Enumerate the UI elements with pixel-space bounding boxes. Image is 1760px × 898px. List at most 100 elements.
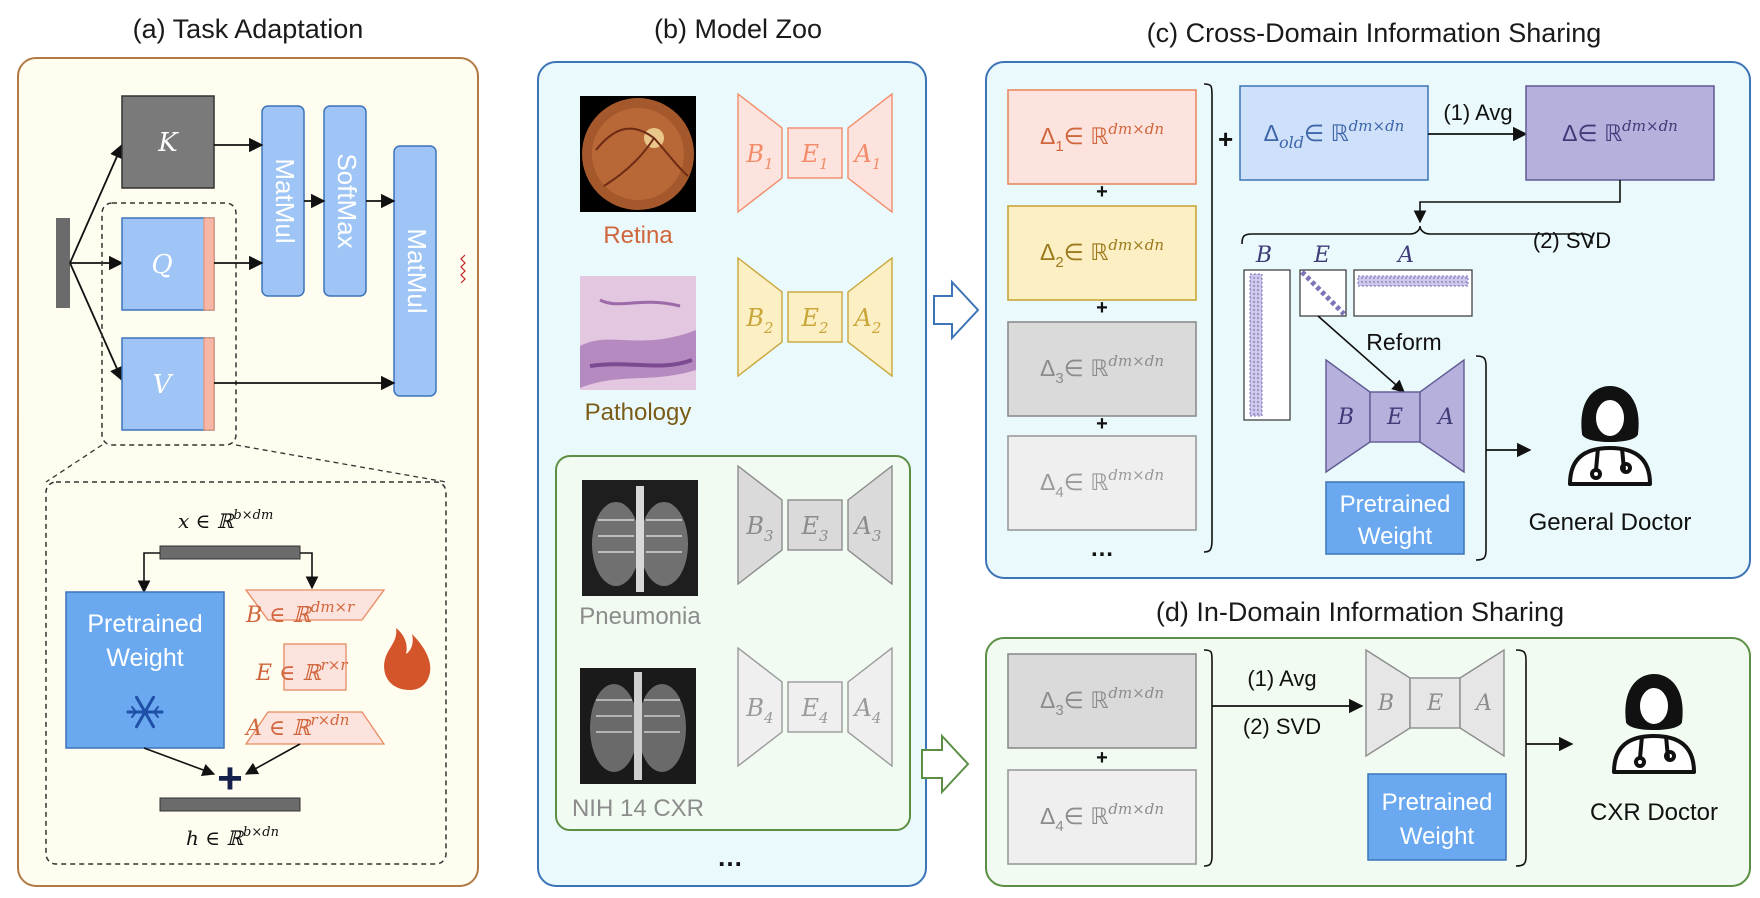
adapter-e-shape bbox=[283, 643, 347, 691]
delta-avg-label: Δ∈ ℝdm×dn bbox=[1562, 117, 1678, 146]
in-pretrained-line-2: Weight bbox=[1400, 823, 1475, 850]
reformed-a-label: A bbox=[1436, 405, 1454, 430]
zoo-a-shape-2 bbox=[847, 256, 893, 378]
zoo-a-label-4: A4 bbox=[853, 694, 882, 727]
flame-icon bbox=[384, 628, 431, 690]
zoo-adapter-1: B1 E1 A1 bbox=[737, 92, 893, 214]
cross-pretrained-line-1: Pretrained bbox=[1340, 491, 1451, 518]
general-doctor-label: General Doctor bbox=[1529, 509, 1692, 536]
pathology-image bbox=[580, 276, 696, 390]
zoo-model-adapters: B1 E1 A1 B2 E2 A2 B3 E3 A3 B4 E4 A4 bbox=[737, 92, 893, 768]
panel-a-title: (a) Task Adaptation bbox=[133, 14, 364, 44]
cross-avg-label: (1) Avg bbox=[1443, 100, 1512, 125]
adapter-b-eq: B ∈ ℝdm×r bbox=[245, 598, 355, 628]
value-label: V bbox=[153, 370, 174, 400]
zoo-b-label-3: B3 bbox=[745, 512, 773, 545]
zoo-b-shape-3 bbox=[737, 464, 783, 586]
delta-label-c-1: Δ1∈ ℝdm×dn bbox=[1040, 120, 1164, 155]
adapter-a-eq: A ∈ ℝr×dn bbox=[244, 711, 349, 741]
reform-label: Reform bbox=[1366, 329, 1441, 355]
zoo-b-shape-4 bbox=[737, 646, 783, 768]
model-name-pneumonia: Pneumonia bbox=[579, 603, 701, 630]
h-output-bar bbox=[159, 797, 301, 812]
panel-c-title: (c) Cross-Domain Information Sharing bbox=[1147, 18, 1602, 48]
zoo-e-label-3: E3 bbox=[800, 512, 828, 545]
zoo-e-label-1: E1 bbox=[800, 140, 828, 173]
delta-label-c-3: Δ3∈ ℝdm×dn bbox=[1040, 352, 1164, 387]
delta-label-d-4: Δ4∈ ℝdm×dn bbox=[1040, 800, 1164, 835]
adapter-a-shape bbox=[244, 711, 386, 745]
panel-d-title: (d) In-Domain Information Sharing bbox=[1156, 597, 1564, 627]
reformed-a-shape bbox=[1419, 358, 1465, 474]
nih-cxr-image bbox=[580, 668, 696, 784]
zoo-b-shape-1 bbox=[737, 92, 783, 214]
zoo-b-label-1: B1 bbox=[745, 140, 773, 173]
input-token-bar bbox=[56, 218, 70, 308]
query-adapter-strip bbox=[203, 217, 215, 311]
in-domain-b-label: B bbox=[1377, 691, 1394, 716]
delta-label-c-2: Δ2∈ ℝdm×dn bbox=[1040, 236, 1164, 271]
panel-c: (c) Cross-Domain Information Sharing + +… bbox=[985, 18, 1751, 579]
zoo-e-shape-3 bbox=[787, 499, 843, 551]
qv-adapter-group bbox=[101, 202, 237, 446]
svg-text:+: + bbox=[1096, 297, 1108, 319]
zoo-adapter-3: B3 E3 A3 bbox=[737, 464, 893, 586]
svd-b-label: B bbox=[1255, 243, 1272, 268]
svd-a-label: A bbox=[1396, 243, 1414, 268]
in-domain-a-shape bbox=[1459, 648, 1505, 758]
key-label: K bbox=[157, 128, 179, 158]
zoo-b-shape-2 bbox=[737, 256, 783, 378]
value-adapter-strip bbox=[203, 337, 215, 431]
softmax-label: SoftMax bbox=[332, 153, 362, 248]
cxr-doctor-label: CXR Doctor bbox=[1590, 799, 1718, 826]
matmul-2-label: MatMul bbox=[402, 228, 432, 313]
zoo-b-label-4: B4 bbox=[745, 694, 773, 727]
zoo-a-label-2: A2 bbox=[853, 304, 882, 337]
panel-d: (d) In-Domain Information Sharing + (1) … bbox=[985, 597, 1751, 887]
zoo-b-label-2: B2 bbox=[745, 304, 773, 337]
query-box bbox=[121, 217, 215, 311]
model-name-pathology: Pathology bbox=[585, 399, 692, 426]
arrow-to-cross-domain bbox=[933, 279, 980, 341]
cxr-doctor-icon bbox=[1612, 674, 1696, 774]
zoo-a-label-3: A3 bbox=[853, 512, 882, 545]
svg-text:+: + bbox=[1096, 181, 1108, 203]
svd-e-label: E bbox=[1313, 243, 1330, 268]
in-domain-e-label: E bbox=[1426, 691, 1443, 716]
zoo-adapter-4: B4 E4 A4 bbox=[737, 646, 893, 768]
retina-image bbox=[580, 96, 696, 212]
zoo-a-shape-4 bbox=[847, 646, 893, 768]
in-pretrained-weight-box bbox=[1367, 773, 1507, 861]
model-zoo-ellipsis: … bbox=[717, 842, 743, 872]
adapter-b-shape bbox=[244, 589, 386, 621]
zoo-e-shape-1 bbox=[787, 127, 843, 179]
h-output-label: h ∈ ℝb×dn bbox=[186, 825, 279, 850]
delta-label-d-3: Δ3∈ ℝdm×dn bbox=[1040, 684, 1164, 719]
zoo-e-shape-4 bbox=[787, 681, 843, 733]
zoo-a-shape-1 bbox=[847, 92, 893, 214]
panel-a: (a) Task Adaptation K Q V MatMul SoftMax bbox=[17, 14, 479, 887]
svg-text:…: … bbox=[1090, 535, 1114, 562]
zoo-e-label-4: E4 bbox=[800, 694, 828, 727]
delta-old-label: Δold∈ ℝdm×dn bbox=[1264, 117, 1405, 152]
in-pretrained-line-1: Pretrained bbox=[1382, 789, 1493, 816]
cross-domain-plus: + bbox=[1218, 124, 1233, 154]
key-box bbox=[121, 95, 215, 189]
reformed-e-shape bbox=[1369, 391, 1421, 443]
delta-label-c-4: Δ4∈ ℝdm×dn bbox=[1040, 466, 1164, 501]
reformed-b-label: B bbox=[1337, 405, 1354, 430]
snowflake-icon bbox=[126, 695, 164, 729]
delta-labels: Δ1∈ ℝdm×dn Δ2∈ ℝdm×dn Δ3∈ ℝdm×dn Δ4∈ ℝdm×dn… bbox=[1040, 120, 1164, 835]
panel-b-title: (b) Model Zoo bbox=[654, 14, 822, 44]
adapter-detail-box bbox=[45, 481, 447, 865]
cross-pretrained-line-2: Weight bbox=[1358, 523, 1433, 550]
matmul-2-box bbox=[393, 145, 437, 397]
svg-text:+: + bbox=[1096, 747, 1108, 769]
svg-text:+: + bbox=[1096, 413, 1108, 435]
model-name-nih-14-cxr: NIH 14 CXR bbox=[572, 795, 704, 822]
x-input-bar bbox=[159, 545, 301, 560]
delta-avg-box bbox=[1525, 85, 1715, 181]
adapter-e-eq: E ∈ ℝr×r bbox=[255, 656, 348, 686]
in-domain-a-label: A bbox=[1474, 691, 1492, 716]
